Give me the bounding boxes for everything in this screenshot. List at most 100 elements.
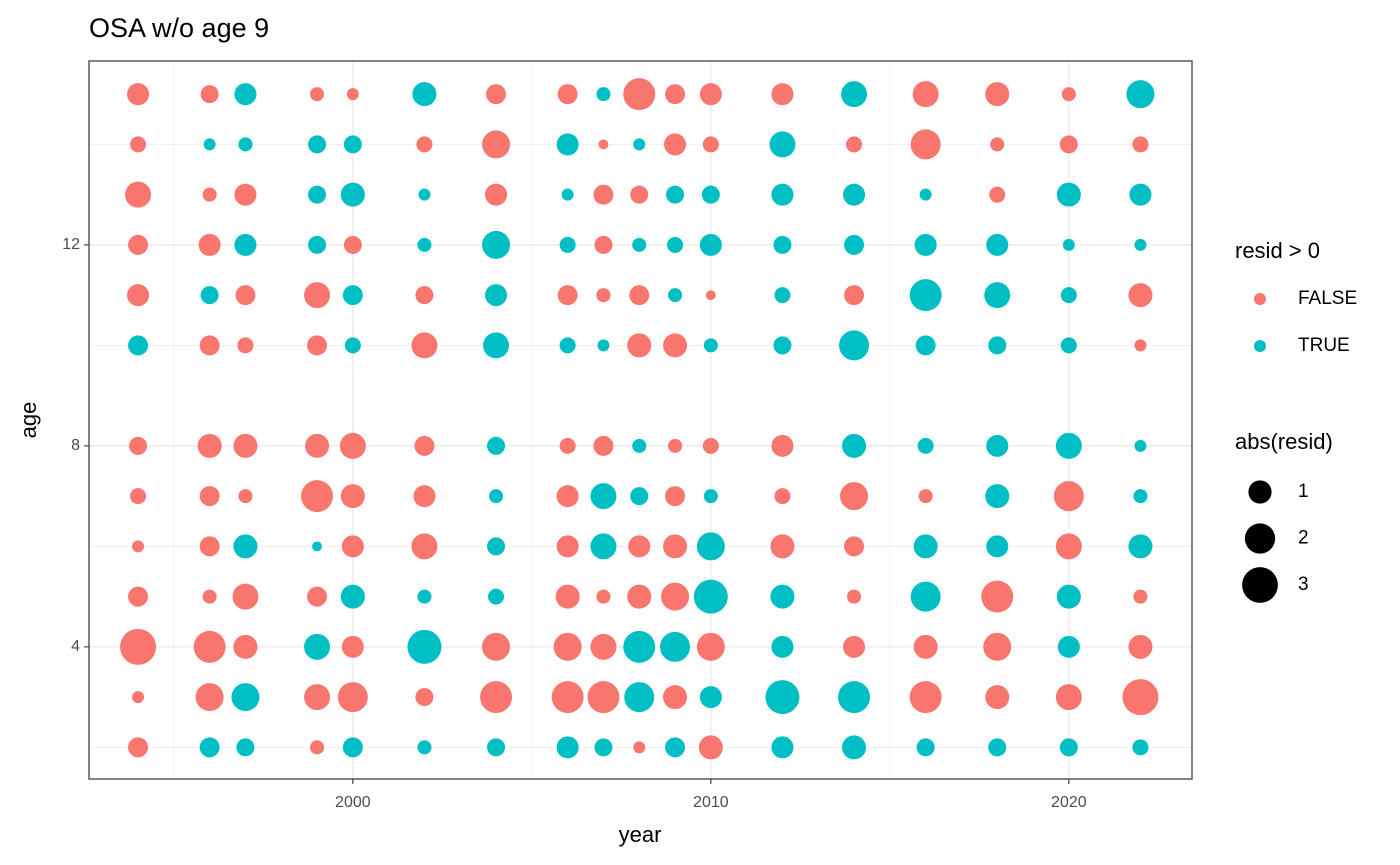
point bbox=[559, 437, 576, 454]
point bbox=[593, 184, 614, 205]
point bbox=[986, 535, 1009, 558]
point bbox=[629, 285, 650, 306]
point bbox=[1129, 183, 1152, 206]
point bbox=[774, 488, 791, 505]
point bbox=[304, 282, 331, 309]
point bbox=[200, 85, 219, 104]
point bbox=[765, 680, 800, 715]
point bbox=[632, 237, 647, 252]
point bbox=[132, 691, 145, 704]
point bbox=[193, 630, 226, 663]
x-tick-label: 2010 bbox=[693, 794, 729, 811]
point bbox=[132, 540, 145, 553]
point bbox=[340, 182, 365, 207]
point bbox=[1128, 534, 1153, 559]
point bbox=[701, 185, 720, 204]
point bbox=[130, 488, 147, 505]
point bbox=[1053, 481, 1084, 512]
point bbox=[127, 83, 150, 106]
point bbox=[238, 137, 253, 152]
point bbox=[1133, 589, 1148, 604]
point bbox=[988, 336, 1007, 355]
point bbox=[1055, 684, 1082, 711]
point bbox=[844, 234, 865, 255]
point bbox=[556, 133, 579, 156]
point bbox=[663, 333, 688, 358]
point bbox=[199, 737, 220, 758]
point bbox=[838, 681, 871, 714]
point bbox=[561, 188, 574, 201]
point bbox=[596, 87, 611, 102]
point bbox=[235, 285, 256, 306]
point bbox=[597, 339, 610, 352]
point bbox=[590, 483, 617, 510]
legend-label: TRUE bbox=[1298, 335, 1350, 356]
point bbox=[839, 330, 870, 361]
point bbox=[770, 534, 795, 559]
point bbox=[698, 735, 723, 760]
point bbox=[120, 628, 157, 665]
point bbox=[919, 188, 932, 201]
point bbox=[128, 335, 149, 356]
point bbox=[844, 285, 865, 306]
point bbox=[699, 83, 722, 106]
point bbox=[912, 81, 939, 108]
point bbox=[844, 536, 865, 557]
point bbox=[703, 489, 718, 504]
point bbox=[771, 183, 794, 206]
point bbox=[485, 284, 508, 307]
size-legend-key bbox=[1248, 480, 1272, 504]
point bbox=[705, 290, 716, 301]
point bbox=[232, 583, 259, 610]
point bbox=[910, 129, 941, 160]
point bbox=[696, 532, 725, 561]
point bbox=[559, 337, 576, 354]
point bbox=[307, 586, 328, 607]
point bbox=[596, 288, 611, 303]
legend: FALSE TRUE 1 2 3 bbox=[1242, 288, 1357, 603]
point bbox=[916, 738, 935, 757]
point bbox=[555, 584, 580, 609]
point bbox=[233, 534, 258, 559]
point bbox=[483, 332, 510, 359]
point bbox=[412, 82, 437, 107]
point bbox=[918, 489, 933, 504]
point bbox=[411, 332, 438, 359]
point bbox=[773, 336, 792, 355]
point bbox=[771, 434, 794, 457]
point bbox=[984, 282, 1011, 309]
x-tick-label: 2020 bbox=[1051, 794, 1087, 811]
legend-title: resid > 0 bbox=[1235, 238, 1320, 263]
point bbox=[342, 285, 363, 306]
point bbox=[1056, 182, 1081, 207]
point bbox=[624, 682, 655, 713]
point bbox=[627, 333, 652, 358]
point bbox=[489, 489, 504, 504]
point bbox=[337, 682, 368, 713]
point bbox=[233, 433, 258, 458]
point bbox=[665, 737, 686, 758]
point bbox=[913, 634, 938, 659]
point bbox=[340, 584, 365, 609]
point bbox=[983, 632, 1012, 661]
point bbox=[415, 286, 434, 305]
point bbox=[666, 185, 685, 204]
point bbox=[774, 287, 791, 304]
point bbox=[630, 185, 649, 204]
point bbox=[909, 279, 942, 312]
point bbox=[125, 181, 152, 208]
point bbox=[486, 84, 507, 105]
y-axis-label: age bbox=[16, 402, 41, 439]
point bbox=[343, 235, 362, 254]
point bbox=[668, 438, 683, 453]
point bbox=[703, 338, 718, 353]
point bbox=[661, 582, 690, 611]
point bbox=[1132, 136, 1149, 153]
point bbox=[843, 183, 866, 206]
point bbox=[556, 535, 579, 558]
point bbox=[988, 738, 1007, 757]
panel-background bbox=[89, 61, 1192, 779]
point bbox=[129, 436, 148, 455]
point bbox=[202, 187, 217, 202]
point bbox=[842, 433, 867, 458]
